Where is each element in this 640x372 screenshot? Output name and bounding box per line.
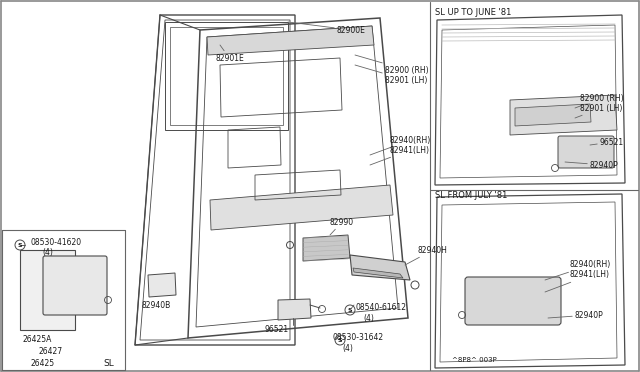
Text: 82941(LH): 82941(LH) xyxy=(370,145,430,165)
Text: ^8P8^ 003P: ^8P8^ 003P xyxy=(452,357,497,363)
Text: 82901 (LH): 82901 (LH) xyxy=(355,65,428,84)
Text: S: S xyxy=(338,337,342,343)
Text: 82990: 82990 xyxy=(330,218,354,235)
Text: (4): (4) xyxy=(342,344,353,353)
Text: 82941(LH): 82941(LH) xyxy=(545,270,610,292)
FancyBboxPatch shape xyxy=(558,136,614,168)
Polygon shape xyxy=(148,273,176,297)
Text: 82940H: 82940H xyxy=(405,246,448,265)
Text: (4): (4) xyxy=(42,247,53,257)
Bar xyxy=(20,250,75,330)
Text: 82940P: 82940P xyxy=(548,311,604,320)
Text: 82940(RH): 82940(RH) xyxy=(370,135,431,155)
Polygon shape xyxy=(278,299,311,320)
Text: 08530-41620: 08530-41620 xyxy=(30,237,81,247)
Text: S: S xyxy=(348,308,352,312)
Text: SL FROM JULY '81: SL FROM JULY '81 xyxy=(435,190,508,199)
Text: 82900 (RH): 82900 (RH) xyxy=(355,55,429,74)
Text: SL: SL xyxy=(103,359,114,368)
Text: 26425: 26425 xyxy=(30,359,54,368)
Text: 82901 (LH): 82901 (LH) xyxy=(575,103,622,118)
FancyBboxPatch shape xyxy=(43,256,107,315)
Text: 82940B: 82940B xyxy=(142,301,172,310)
Text: 08540-61612: 08540-61612 xyxy=(356,302,407,311)
Polygon shape xyxy=(510,95,617,135)
FancyBboxPatch shape xyxy=(465,277,561,325)
Text: 82900E: 82900E xyxy=(288,22,366,35)
Text: 26425A: 26425A xyxy=(22,336,51,344)
Text: S: S xyxy=(18,243,22,247)
Text: (4): (4) xyxy=(363,314,374,323)
Polygon shape xyxy=(303,235,350,261)
Text: 26427: 26427 xyxy=(38,347,62,356)
Polygon shape xyxy=(207,26,374,55)
Text: 96521: 96521 xyxy=(590,138,624,147)
Polygon shape xyxy=(350,255,410,280)
Polygon shape xyxy=(210,185,393,230)
Text: 96521: 96521 xyxy=(265,326,289,334)
Text: 82940(RH): 82940(RH) xyxy=(545,260,611,280)
Text: 82901E: 82901E xyxy=(215,45,244,62)
Text: 82900 (RH): 82900 (RH) xyxy=(575,93,623,108)
Text: 82940P: 82940P xyxy=(565,160,619,170)
Polygon shape xyxy=(515,104,591,126)
Text: 08530-31642: 08530-31642 xyxy=(333,334,384,343)
Polygon shape xyxy=(353,268,403,278)
Text: SL UP TO JUNE '81: SL UP TO JUNE '81 xyxy=(435,7,511,16)
